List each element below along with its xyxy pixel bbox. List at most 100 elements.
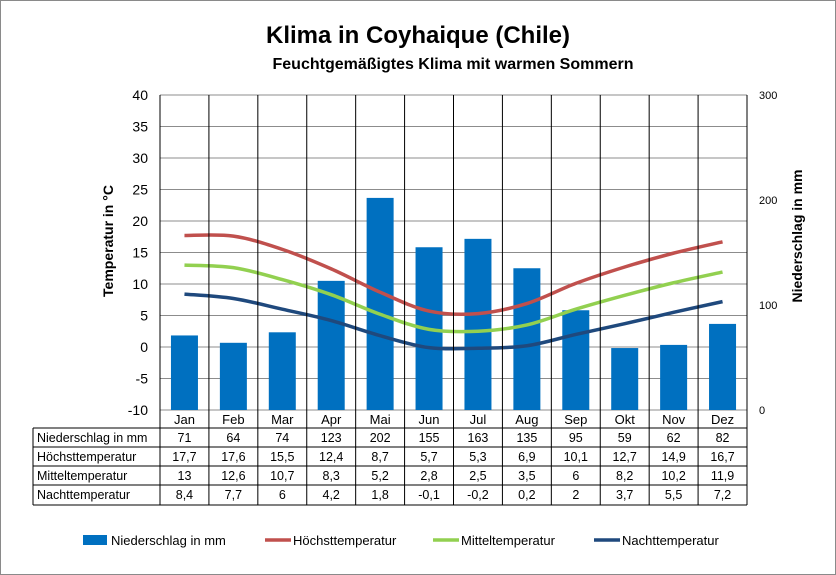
y2-axis-title: Niederschlag in mm	[789, 169, 805, 302]
table-cell: 7,2	[714, 488, 731, 502]
table-cell: 14,9	[661, 450, 685, 464]
bar-jul	[464, 238, 492, 410]
table-cell: 17,7	[172, 450, 196, 464]
y-tick-label: 30	[132, 150, 148, 166]
category-label: Okt	[615, 412, 636, 427]
bar-nov	[660, 344, 688, 410]
data-table: Jan Feb Mar Apr Mai Jun Jul Aug Sep Okt Nov Dez Nied…	[32, 95, 748, 506]
table-cell: 6	[572, 469, 579, 483]
table-cell: 5,3	[469, 450, 486, 464]
table-cell: 8,3	[323, 469, 340, 483]
category-label: Aug	[515, 412, 538, 427]
legend-label: Mitteltemperatur	[461, 533, 556, 548]
chart-subtitle: Feuchtgemäßigtes Klima mit warmen Sommer…	[272, 56, 634, 73]
table-cell: 1,8	[371, 488, 388, 502]
table-cell: 10,1	[564, 450, 588, 464]
category-label: Dez	[711, 412, 734, 427]
y2-tick-label: 300	[759, 90, 777, 102]
category-label: Feb	[222, 412, 244, 427]
bar-sep	[562, 310, 590, 410]
bar-dez	[709, 323, 737, 410]
table-row-label: Mitteltemperatur	[37, 469, 127, 483]
table-cell: 62	[667, 431, 681, 445]
y-tick-label: 40	[132, 87, 148, 103]
y-tick-label: 0	[140, 339, 148, 355]
table-cell: 71	[178, 431, 192, 445]
category-label: Jan	[174, 412, 195, 427]
table-cell: 5,7	[420, 450, 437, 464]
table-cell: 8,4	[176, 488, 193, 502]
table-cell: 59	[618, 431, 632, 445]
bar-apr	[317, 280, 345, 410]
table-cell: 10,2	[661, 469, 685, 483]
category-label: Apr	[321, 412, 342, 427]
table-cell: 11,9	[711, 469, 734, 483]
category-label: Mar	[271, 412, 294, 427]
table-cell: 123	[321, 431, 342, 445]
precipitation-bars	[170, 197, 737, 410]
table-cell: 95	[569, 431, 583, 445]
y-tick-label: -10	[128, 402, 148, 418]
table-cell: 3,7	[616, 488, 633, 502]
table-cell: 13	[178, 469, 192, 483]
table-cell: 6	[279, 488, 286, 502]
legend-label: Niederschlag in mm	[111, 533, 226, 548]
table-cell: 2,5	[469, 469, 486, 483]
table-cell: 4,2	[323, 488, 340, 502]
table-cell: 12,6	[221, 469, 245, 483]
table-cell: 2,8	[420, 469, 437, 483]
legend-label: Höchsttemperatur	[293, 533, 397, 548]
y-tick-label: 15	[132, 245, 148, 261]
y2-tick-label: 200	[759, 195, 777, 207]
legend-label: Nachttemperatur	[622, 533, 719, 548]
table-cell: -0,2	[467, 488, 489, 502]
category-label: Nov	[662, 412, 686, 427]
table-cell: 82	[716, 431, 730, 445]
table-cell: 16,7	[710, 450, 734, 464]
table-cell: 12,4	[319, 450, 343, 464]
table-cell: 5,5	[665, 488, 682, 502]
table-cell: 15,5	[270, 450, 294, 464]
chart-title: Klima in Coyhaique (Chile)	[265, 22, 571, 49]
table-cell: 2	[572, 488, 579, 502]
table-cell: 5,2	[371, 469, 388, 483]
table-cell: 10,7	[270, 469, 294, 483]
table-cell: 135	[516, 431, 537, 445]
y2-tick-label: 100	[759, 300, 777, 312]
bar-mar	[268, 332, 296, 410]
table-cell: 3,5	[518, 469, 535, 483]
table-cell: 64	[226, 431, 240, 445]
y-axis-title: Temperatur in °C	[100, 185, 116, 297]
category-label: Sep	[564, 412, 587, 427]
bar-okt	[611, 348, 639, 410]
table-cell: 8,7	[371, 450, 388, 464]
table-cell: 17,6	[221, 450, 245, 464]
table-cell: 7,7	[225, 488, 242, 502]
table-cell: 202	[370, 431, 391, 445]
y-tick-label: 20	[132, 213, 148, 229]
table-cell: 155	[419, 431, 440, 445]
table-cell: 163	[468, 431, 489, 445]
bar-mai	[366, 197, 394, 410]
table-cell: 0,2	[518, 488, 535, 502]
category-label: Jun	[419, 412, 440, 427]
category-label: Jul	[470, 412, 487, 427]
y-tick-label: 10	[132, 276, 148, 292]
table-cell: -0,1	[418, 488, 440, 502]
legend-swatch	[83, 535, 107, 545]
legend: Niederschlag in mm Höchsttemperatur Mittel…	[83, 533, 719, 548]
y-tick-label: 35	[132, 119, 148, 135]
bar-jan	[170, 335, 198, 410]
y2-tick-label: 0	[759, 405, 765, 417]
y-tick-label: -5	[136, 371, 149, 387]
y-tick-label: 5	[140, 308, 148, 324]
table-cell: 74	[275, 431, 289, 445]
table-row-label: Nachttemperatur	[37, 488, 130, 502]
y-tick-label: 25	[132, 182, 148, 198]
category-label: Mai	[370, 412, 391, 427]
bar-feb	[219, 342, 247, 410]
table-cell: 6,9	[518, 450, 535, 464]
table-cell: 12,7	[613, 450, 637, 464]
table-row-label: Höchsttemperatur	[37, 450, 136, 464]
